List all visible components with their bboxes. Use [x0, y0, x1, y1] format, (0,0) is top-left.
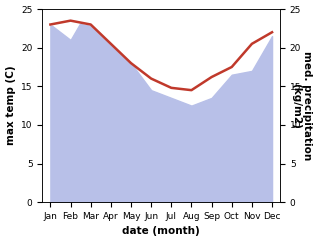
Y-axis label: max temp (C): max temp (C): [5, 66, 16, 145]
Y-axis label: med. precipitation
(kg/m2): med. precipitation (kg/m2): [291, 51, 313, 160]
X-axis label: date (month): date (month): [122, 227, 200, 236]
